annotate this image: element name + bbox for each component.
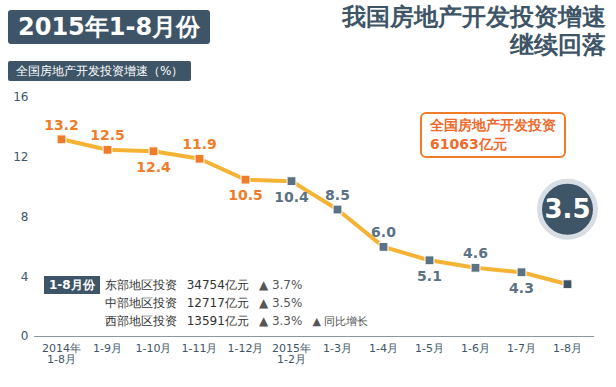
svg-text:0: 0 — [21, 329, 29, 343]
svg-text:13.2: 13.2 — [44, 117, 79, 133]
svg-text:1-7月: 1-7月 — [507, 342, 536, 355]
svg-text:1-11月: 1-11月 — [182, 342, 218, 355]
html-text:▲ 3.3%: ▲ 3.3% — [258, 314, 303, 328]
svg-text:12: 12 — [13, 150, 28, 164]
html-text:61063亿元: 61063亿元 — [430, 136, 507, 152]
svg-text:1-5月: 1-5月 — [415, 342, 444, 355]
svg-text:1-3月: 1-3月 — [323, 342, 352, 355]
html-text:1-8月份: 1-8月份 — [49, 277, 95, 292]
html-text:13591亿元: 13591亿元 — [186, 313, 249, 328]
svg-text:1-10月: 1-10月 — [136, 342, 172, 355]
html-text:2015年1-8月份: 2015年1-8月份 — [18, 13, 201, 41]
html-text:全国房地产开发投资: 全国房地产开发投资 — [430, 117, 556, 133]
svg-text:6.0: 6.0 — [371, 224, 396, 240]
svg-text:12.4: 12.4 — [136, 159, 171, 175]
html-text:全国房地产开发投资增速（%）: 全国房地产开发投资增速（%） — [16, 64, 184, 78]
svg-text:4: 4 — [21, 270, 29, 284]
html-text:东部地区投资: 东部地区投资 — [104, 277, 177, 292]
svg-text:5.1: 5.1 — [417, 268, 442, 284]
svg-text:10.5: 10.5 — [228, 187, 263, 203]
svg-text:1-9月: 1-9月 — [93, 342, 122, 355]
svg-text:1-8月: 1-8月 — [553, 342, 582, 355]
html-text:▲ 3.7%: ▲ 3.7% — [258, 278, 303, 292]
svg-text:11.9: 11.9 — [182, 136, 217, 152]
html-text:12717亿元: 12717亿元 — [186, 295, 249, 310]
svg-text:1-4月: 1-4月 — [369, 342, 398, 355]
html-text:西部地区投资: 西部地区投资 — [104, 313, 177, 328]
svg-text:4.6: 4.6 — [463, 245, 488, 261]
svg-text:2014年1-8月: 2014年1-8月 — [42, 342, 81, 366]
html-text:34754亿元: 34754亿元 — [186, 277, 249, 292]
html-text:▲ 3.5%: ▲ 3.5% — [258, 296, 303, 310]
svg-text:12.5: 12.5 — [90, 127, 125, 143]
svg-text:8: 8 — [21, 210, 29, 224]
svg-text:2015年1-2月: 2015年1-2月 — [272, 342, 311, 366]
svg-text:4.3: 4.3 — [509, 280, 534, 296]
html-text:中部地区投资: 中部地区投资 — [104, 295, 177, 310]
html-text:▲ 同比增长: ▲ 同比增长 — [312, 314, 369, 328]
svg-text:1-12月: 1-12月 — [228, 342, 264, 355]
svg-text:8.5: 8.5 — [325, 187, 350, 203]
html-text:我国房地产开发投资增速继续回落: 我国房地产开发投资增速继续回落 — [342, 3, 606, 59]
svg-text:3.5: 3.5 — [544, 194, 590, 224]
svg-text:10.4: 10.4 — [274, 189, 309, 205]
svg-text:16: 16 — [13, 90, 28, 104]
svg-text:1-6月: 1-6月 — [461, 342, 490, 355]
